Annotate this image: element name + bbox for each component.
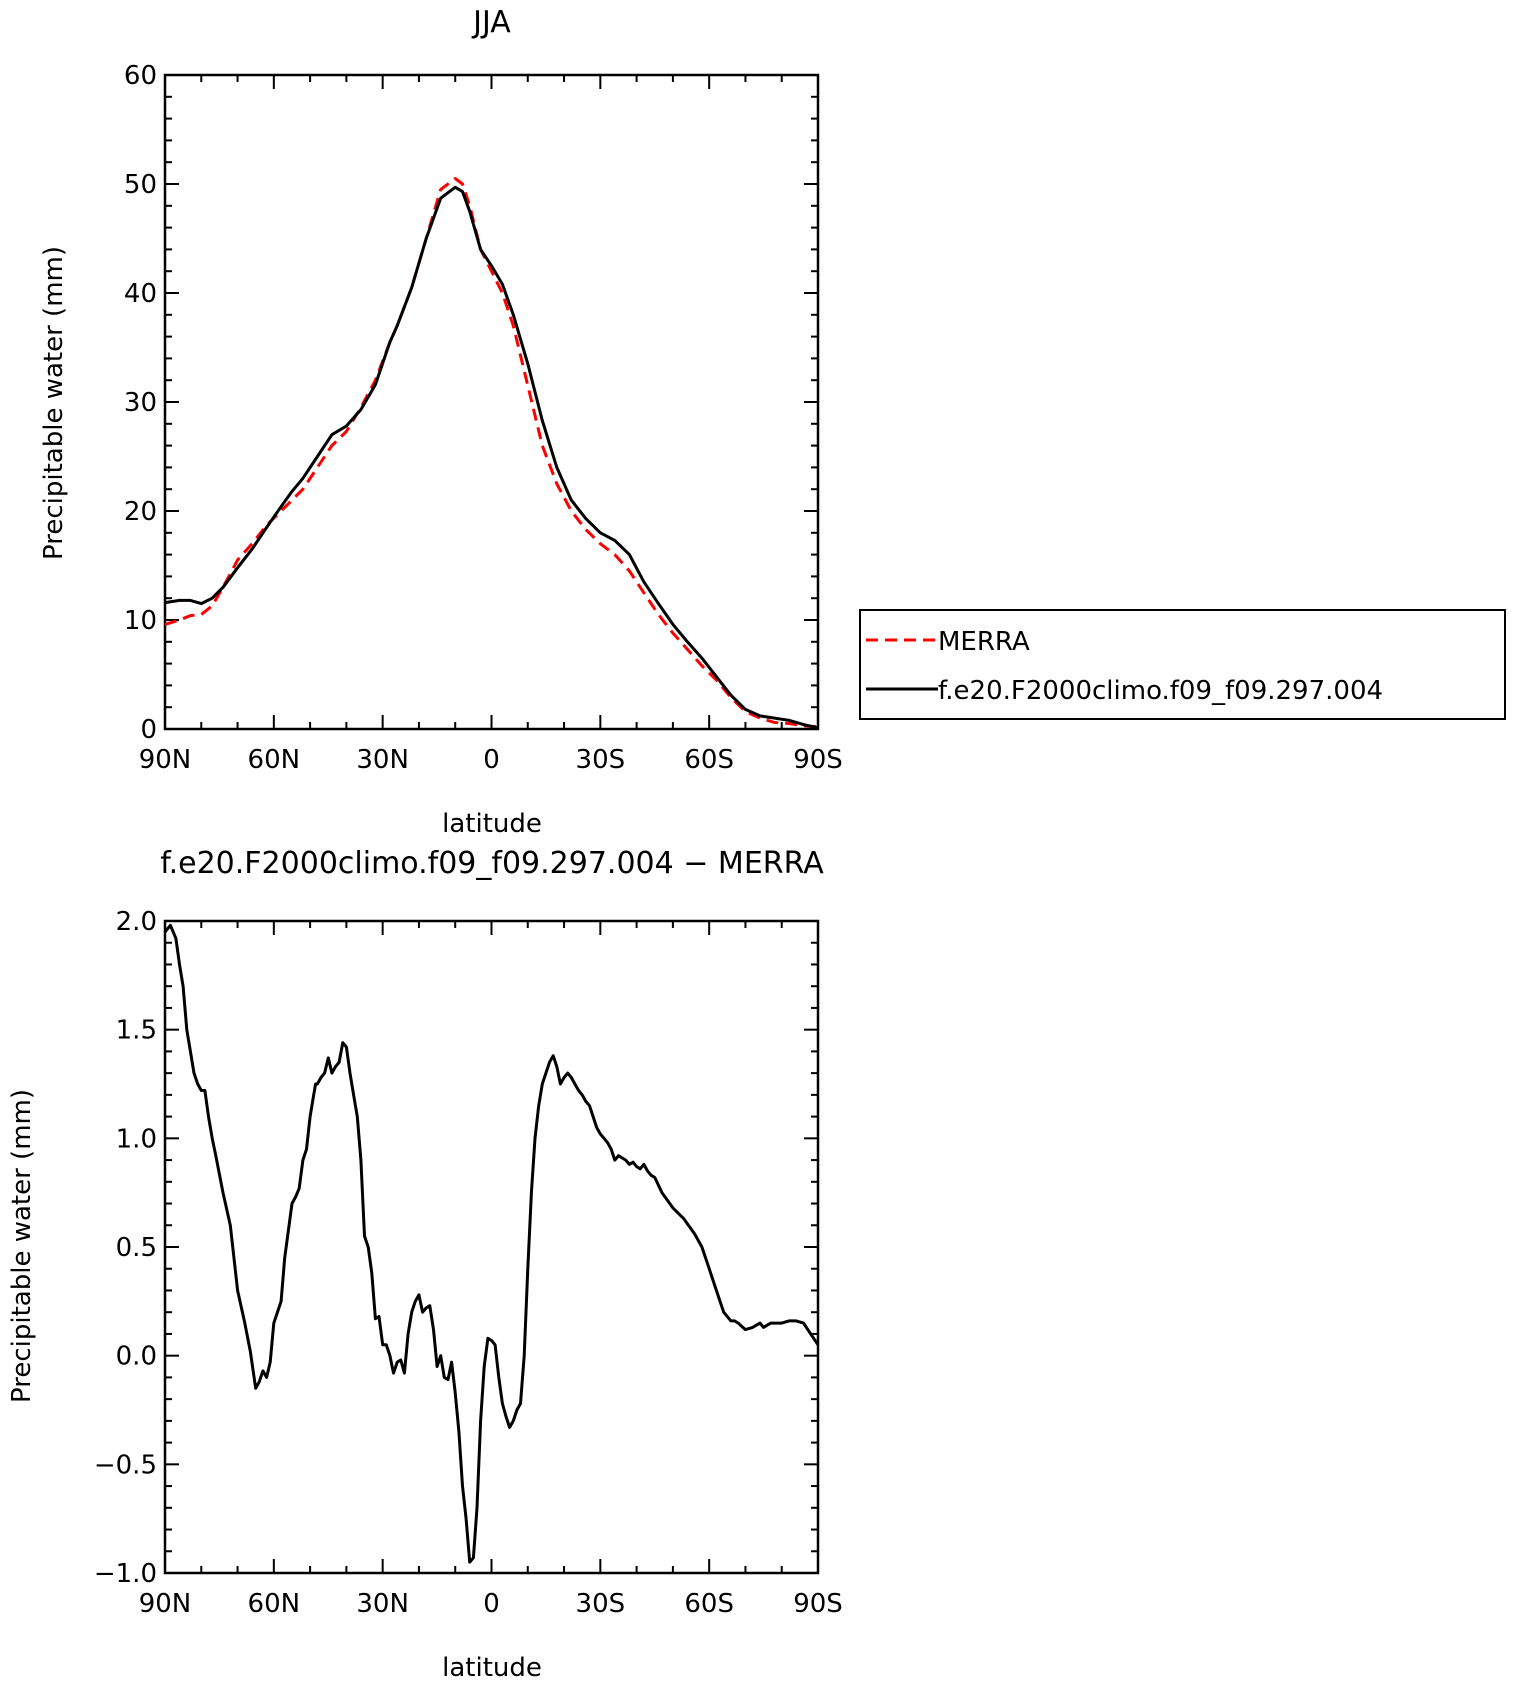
top-panel: JJA 90N 60N 30N 0 30S 60S 90S 0 10 20 30 40 50 60 lat… [39,5,843,839]
bottom-panel-ylabel: Precipitable water (mm) [7,1089,37,1403]
top-x-tick-label: 30N [356,745,409,775]
bottom-y-tick-label: −0.5 [94,1450,157,1480]
bottom-y-tick-label: 1.5 [116,1016,157,1046]
top-panel-xlabel: latitude [442,809,542,839]
bottom-x-tick-label: 90S [793,1589,843,1619]
bottom-y-tick-label: 0.5 [116,1233,157,1263]
top-series-0-line [164,177,819,729]
top-series-1-line [164,185,819,730]
top-panel-ylabel: Precipitable water (mm) [39,246,69,560]
bottom-y-tick-label: −1.0 [94,1559,157,1589]
bottom-y-tick-label: 0.0 [116,1342,157,1372]
bottom-y-tick-label: 2.0 [116,907,157,937]
bottom-panel: f.e20.F2000climo.f09_f09.297.004 − MERRA… [7,846,843,1682]
bottom-plot-frame [163,919,820,1575]
legend: MERRA f.e20.F2000climo.f09_f09.297.004 [859,609,1506,720]
top-x-tick-label: 60S [684,745,734,775]
bottom-x-tick-label: 60N [248,1589,301,1619]
top-x-tick-label: 90N [139,745,192,775]
legend-label-merra: MERRA [938,627,1030,657]
legend-label-model: f.e20.F2000climo.f09_f09.297.004 [938,676,1383,706]
top-panel-title: JJA [471,5,511,40]
top-y-tick-label: 50 [124,170,157,200]
top-y-tick-label: 40 [124,279,157,309]
bottom-panel-title: f.e20.F2000climo.f09_f09.297.004 − MERRA [160,846,824,881]
top-plot-frame [163,73,820,731]
top-y-tick-label: 0 [140,715,157,745]
bottom-x-tick-label: 60S [684,1589,734,1619]
bottom-panel-xlabel: latitude [442,1653,542,1682]
bottom-x-tick-label: 90N [139,1589,192,1619]
bottom-x-tick-label: 30N [356,1589,409,1619]
bottom-x-tick-label: 30S [576,1589,626,1619]
top-x-tick-label: 30S [576,745,626,775]
legend-box [859,609,1506,720]
bottom-x-tick-label: 0 [483,1589,500,1619]
bottom-plot-area: 90N 60N 30N 0 30S 60S 90S −1.0 −0.5 0.0 0.5 1.0 1.5 2… [94,907,843,1619]
top-x-tick-label: 0 [483,745,500,775]
top-x-tick-label: 90S [793,745,843,775]
top-y-tick-label: 20 [124,497,157,527]
bottom-y-tick-label: 1.0 [116,1124,157,1154]
top-plot-area: 90N 60N 30N 0 30S 60S 90S 0 10 20 30 40 50 60 [124,61,843,775]
top-y-tick-label: 30 [124,388,157,418]
top-y-tick-label: 60 [124,61,157,91]
top-y-tick-label: 10 [124,606,157,636]
bottom-series-0-line [163,923,820,1564]
top-x-tick-label: 60N [248,745,301,775]
